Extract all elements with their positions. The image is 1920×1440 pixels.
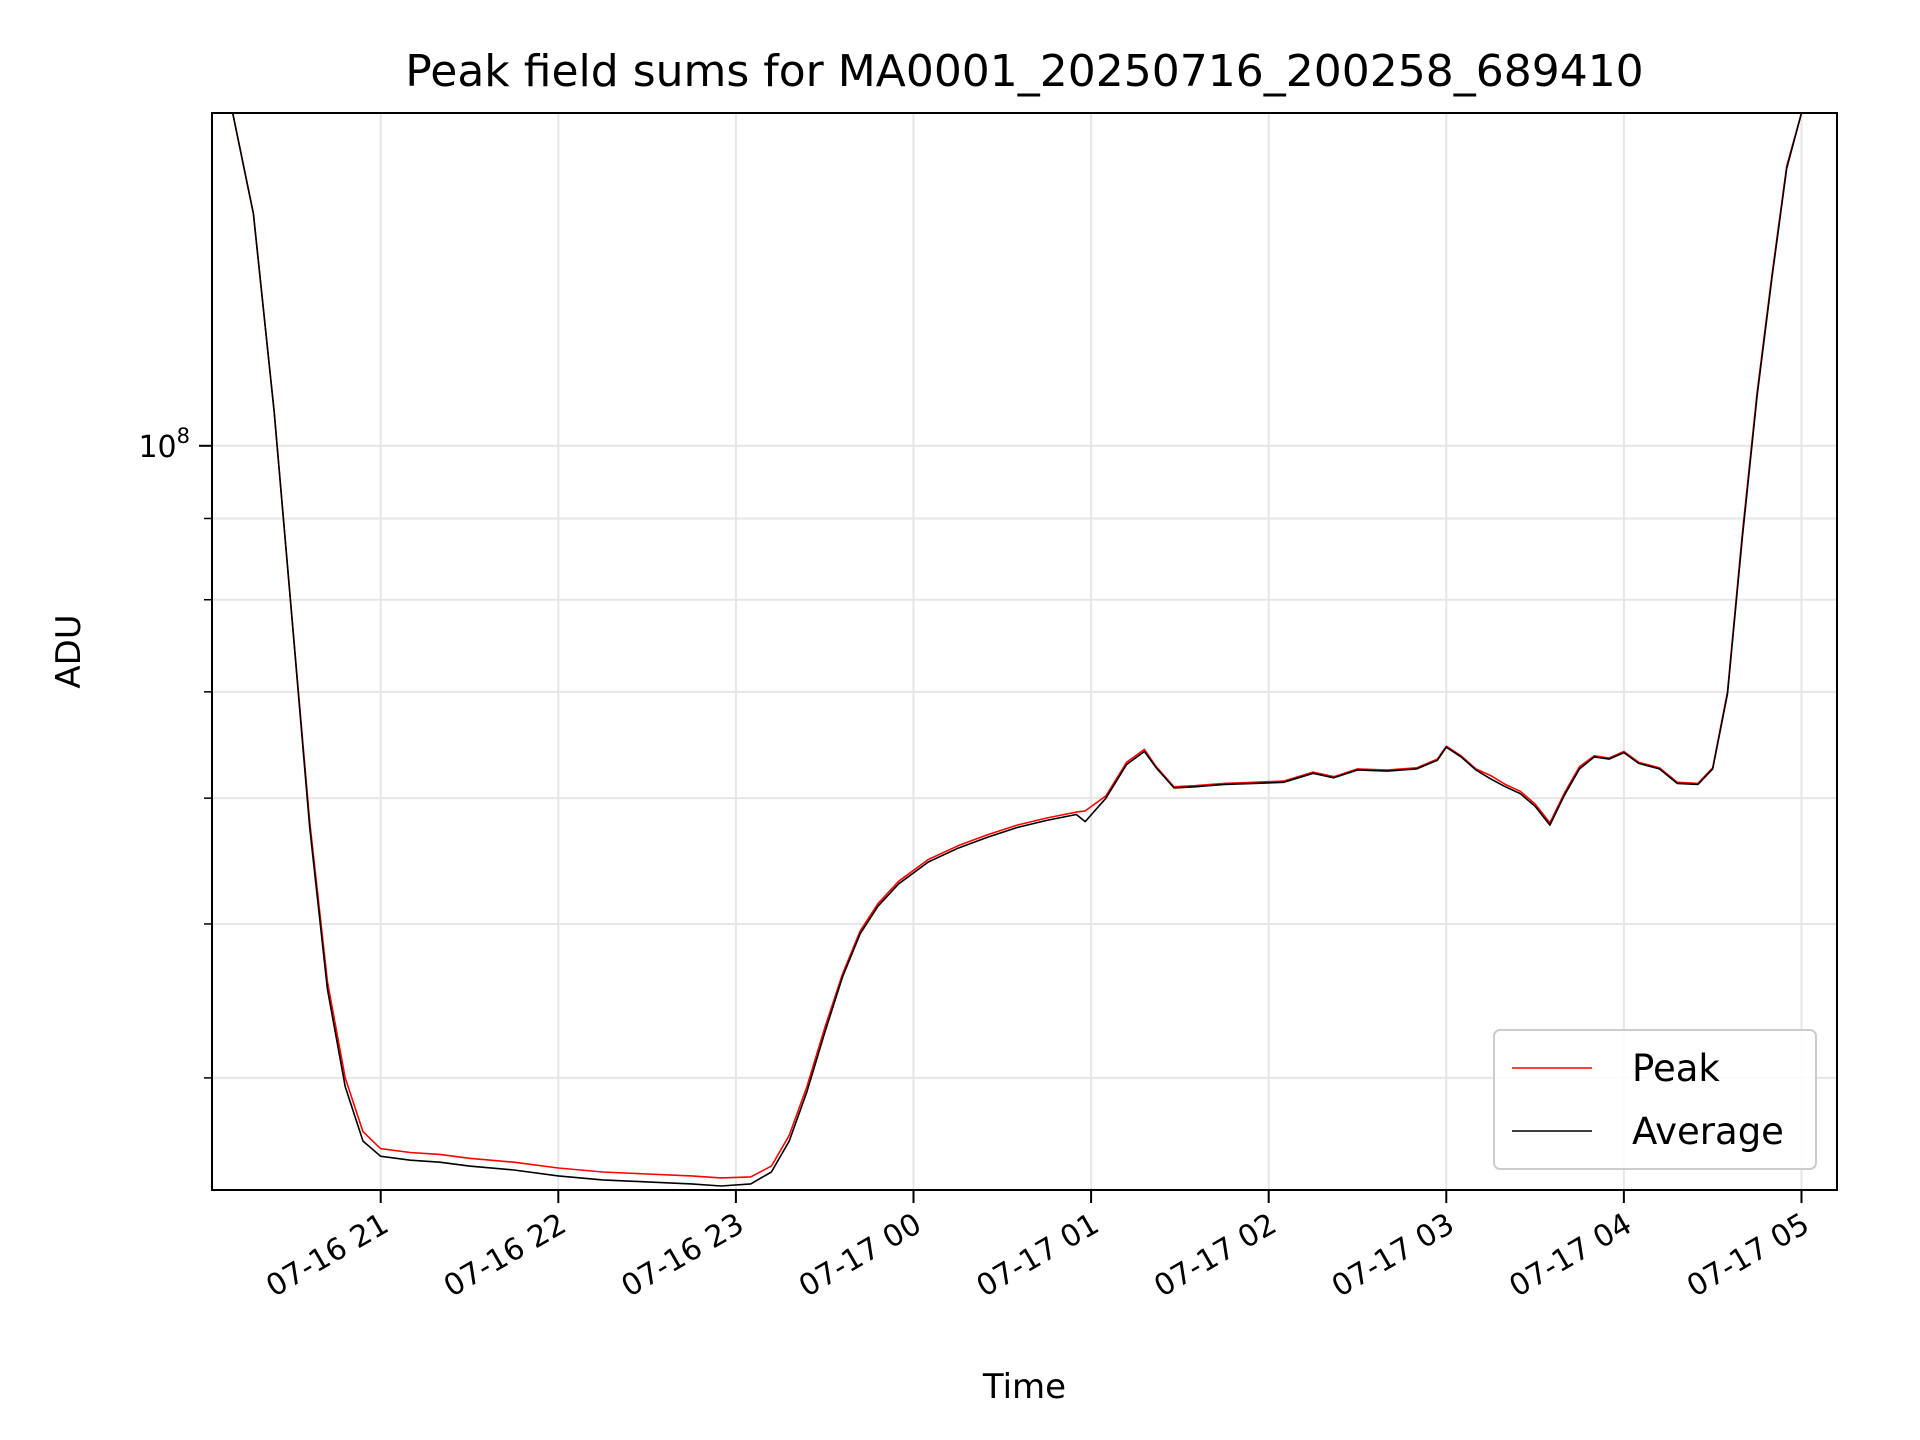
legend-label-peak: Peak xyxy=(1632,1047,1720,1090)
legend-label-average: Average xyxy=(1632,1110,1784,1153)
series-line-peak xyxy=(212,113,1837,1179)
y-tick-label: 108 xyxy=(138,424,190,465)
grid xyxy=(212,113,1837,1190)
y-axis: 108 xyxy=(138,424,212,1079)
legend: Peak Average xyxy=(1493,1029,1817,1170)
plot-frame xyxy=(211,112,1838,1191)
x-axis-label: Time xyxy=(982,1367,1066,1407)
series-lines xyxy=(212,113,1837,1187)
series-line-average xyxy=(212,113,1837,1187)
chart-title: Peak field sums for MA0001_20250716_2002… xyxy=(405,46,1643,97)
y-tick-base: 10 xyxy=(138,430,176,465)
legend-box xyxy=(1493,1029,1817,1170)
y-axis-label: ADU xyxy=(49,614,89,688)
y-tick-exponent: 8 xyxy=(177,424,190,448)
